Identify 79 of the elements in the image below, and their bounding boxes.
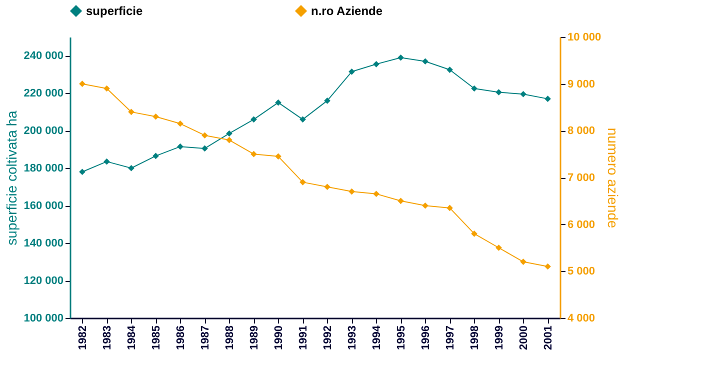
y2-tick-label: 5 000 bbox=[568, 266, 596, 278]
point bbox=[152, 113, 159, 120]
point bbox=[79, 80, 86, 87]
point bbox=[300, 179, 306, 186]
x-tick-label: 1991 bbox=[297, 326, 310, 350]
point bbox=[324, 184, 330, 190]
point bbox=[496, 244, 502, 251]
point bbox=[177, 120, 184, 127]
y2-axis-title: numero aziende bbox=[605, 128, 622, 228]
point bbox=[446, 204, 453, 212]
legend-label: n.ro Aziende bbox=[311, 4, 383, 18]
x-tick-label: 1995 bbox=[395, 326, 408, 350]
x-tick-label: 1988 bbox=[224, 326, 236, 350]
y-tick-label: 140 000 bbox=[24, 238, 64, 250]
point bbox=[422, 58, 428, 65]
point bbox=[152, 152, 159, 160]
point bbox=[250, 150, 257, 158]
point bbox=[422, 202, 428, 209]
point bbox=[398, 54, 404, 61]
point bbox=[104, 158, 110, 165]
point bbox=[471, 85, 478, 92]
y-tick-label: 200 000 bbox=[24, 125, 64, 138]
point bbox=[520, 258, 526, 265]
point bbox=[128, 164, 134, 172]
y-tick-label: 220 000 bbox=[24, 88, 64, 100]
x-tick-label: 1994 bbox=[370, 324, 383, 350]
point bbox=[348, 68, 355, 75]
point bbox=[446, 66, 453, 73]
x-tick-label: 1989 bbox=[248, 326, 260, 350]
point bbox=[202, 145, 208, 152]
y-tick-label: 180 000 bbox=[24, 162, 64, 175]
y2-tick-label: 6 000 bbox=[568, 218, 596, 231]
x-tick-label: 1983 bbox=[101, 326, 114, 350]
point bbox=[544, 96, 551, 102]
x-tick-label: 1985 bbox=[150, 326, 162, 350]
x-tick-label: 1999 bbox=[493, 326, 506, 350]
point bbox=[177, 143, 184, 150]
y2-tick-label: 7 000 bbox=[568, 172, 596, 184]
y2-tick-label: 4 000 bbox=[568, 312, 596, 324]
x-tick-label: 1984 bbox=[126, 324, 138, 350]
point bbox=[226, 136, 232, 144]
x-tick-label: 1998 bbox=[468, 326, 481, 350]
point bbox=[104, 85, 110, 92]
y2-tick-label: 8 000 bbox=[568, 125, 596, 138]
x-tick-label: 1982 bbox=[76, 326, 89, 350]
point bbox=[373, 61, 380, 68]
y-tick-label: 100 000 bbox=[24, 312, 64, 324]
point bbox=[398, 198, 404, 204]
y-tick-label: 160 000 bbox=[24, 200, 64, 212]
y2-tick-label: 10 000 bbox=[568, 32, 602, 44]
point bbox=[373, 190, 380, 198]
y-axis-title: superficie coltivata ha bbox=[4, 110, 20, 246]
point bbox=[324, 98, 330, 104]
point bbox=[202, 132, 208, 139]
point bbox=[496, 89, 502, 96]
point bbox=[79, 168, 86, 176]
x-tick-label: 2000 bbox=[518, 326, 530, 350]
y-tick-label: 240 000 bbox=[24, 50, 64, 62]
point bbox=[348, 188, 355, 195]
point bbox=[300, 116, 306, 123]
y2-tick-label: 9 000 bbox=[568, 78, 596, 90]
point bbox=[275, 99, 282, 106]
point bbox=[544, 263, 551, 270]
point bbox=[226, 130, 232, 137]
point bbox=[275, 153, 282, 160]
x-tick-label: 1990 bbox=[272, 326, 285, 350]
point bbox=[128, 108, 134, 116]
x-tick-label: 1987 bbox=[199, 326, 212, 350]
x-tick-label: 1993 bbox=[346, 326, 358, 350]
x-tick-label: 2001 bbox=[542, 326, 554, 350]
point bbox=[250, 116, 257, 123]
x-tick-label: 1997 bbox=[444, 326, 456, 350]
x-tick-label: 1986 bbox=[174, 326, 187, 350]
y-tick-label: 120 000 bbox=[24, 275, 64, 288]
legend-label: superficie bbox=[86, 4, 144, 18]
x-tick-label: 1996 bbox=[420, 326, 432, 350]
point bbox=[520, 90, 526, 98]
point bbox=[471, 230, 478, 237]
x-tick-label: 1992 bbox=[322, 326, 334, 350]
